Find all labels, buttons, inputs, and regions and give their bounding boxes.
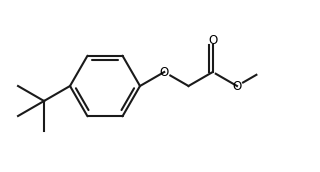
Text: O: O <box>208 34 217 47</box>
Text: O: O <box>160 66 169 78</box>
Text: O: O <box>232 79 242 93</box>
